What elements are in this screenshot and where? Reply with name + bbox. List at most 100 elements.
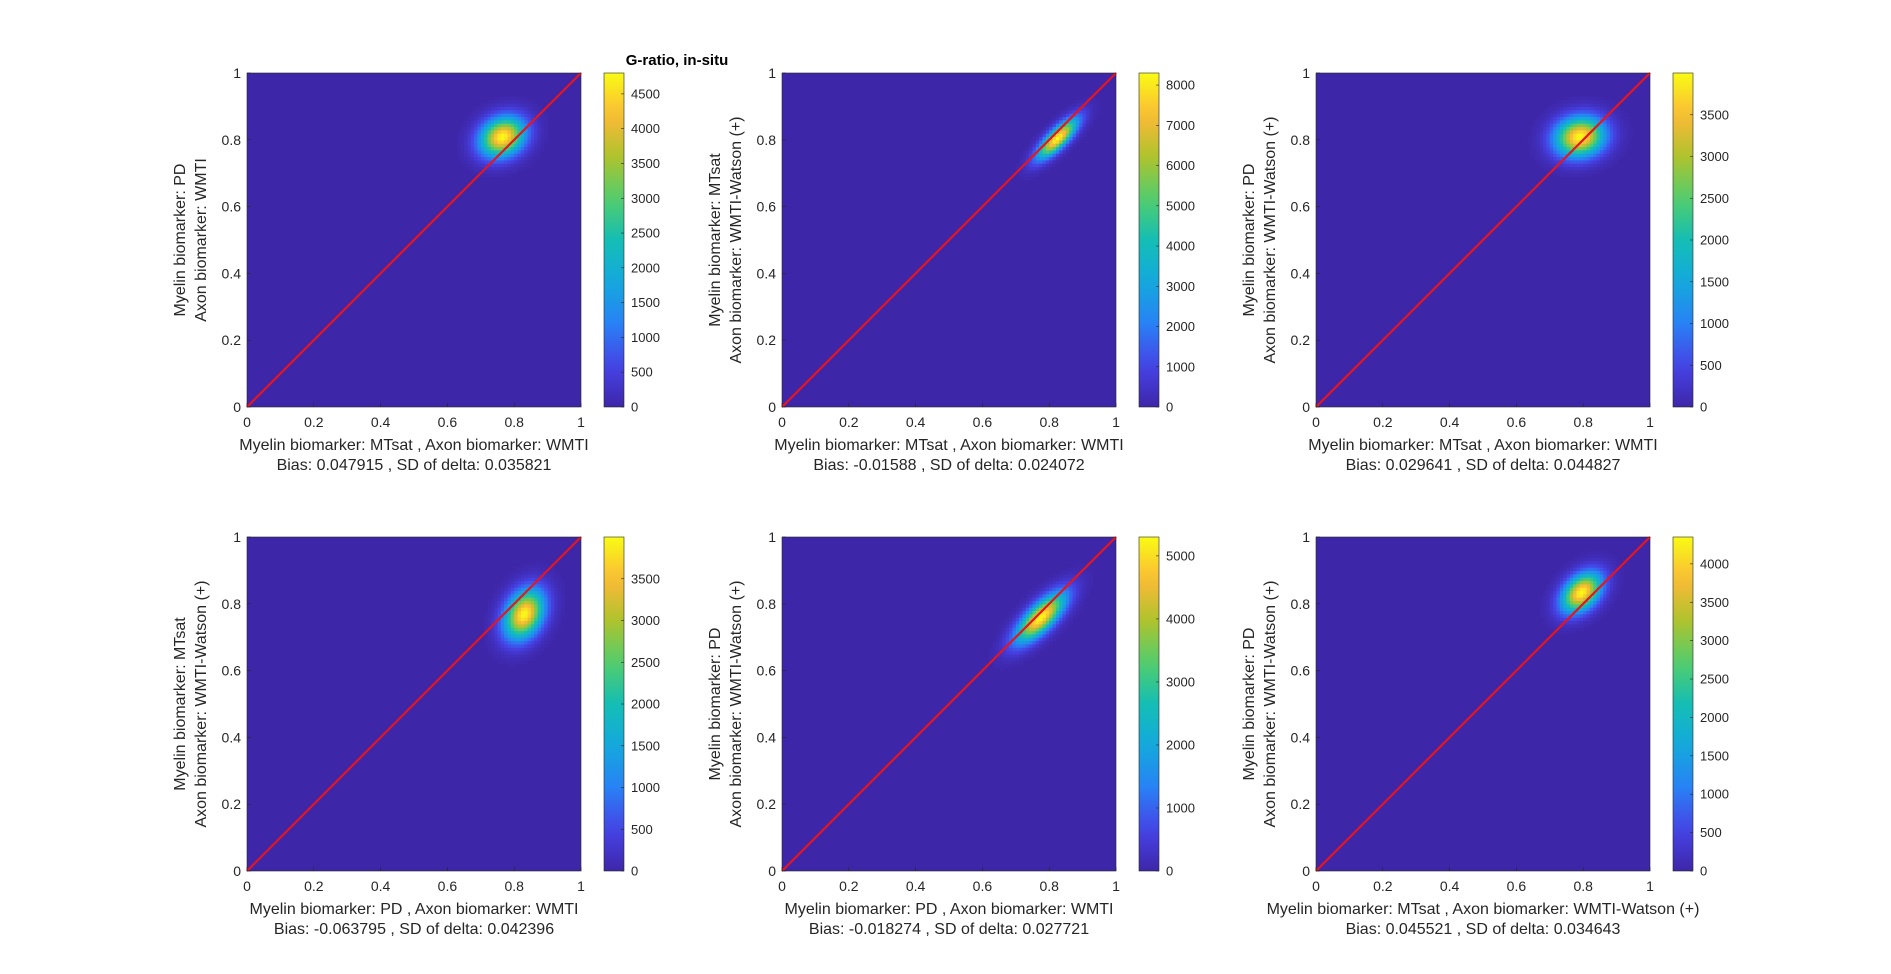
density-cell (1032, 627, 1037, 632)
axes-box (246, 536, 582, 872)
density-cell (497, 657, 502, 662)
density-cell (1596, 603, 1601, 608)
density-cell (1069, 593, 1074, 598)
density-cell (504, 633, 509, 638)
density-cell (530, 653, 535, 658)
density-cell (1619, 109, 1624, 114)
density-cell (1596, 169, 1601, 174)
density-cell (1546, 136, 1551, 141)
density-cell (1085, 126, 1090, 131)
density-cell (504, 166, 509, 171)
density-cell (507, 650, 512, 655)
density-cell (1559, 577, 1564, 582)
density-cell (540, 116, 545, 121)
density-cell (1596, 573, 1601, 578)
density-cell (1069, 567, 1074, 571)
density-cell (1032, 610, 1037, 615)
density-cell (1533, 133, 1538, 138)
density-cell (510, 133, 515, 138)
density-cell (1616, 136, 1621, 141)
density-cell (1075, 590, 1080, 595)
density-cell (1042, 590, 1047, 595)
density-cell (487, 153, 492, 158)
density-cell (1573, 597, 1578, 602)
density-cell (1085, 96, 1090, 101)
density-cell (1619, 113, 1624, 118)
density-cell (504, 607, 509, 612)
density-cell (487, 166, 492, 171)
density-cell (517, 159, 522, 164)
density-cell (460, 129, 465, 134)
density-cell (494, 597, 499, 602)
density-cell (557, 593, 562, 598)
density-cell (1062, 603, 1067, 608)
density-cell (1586, 560, 1591, 565)
density-cell (1539, 143, 1544, 148)
density-cell (537, 109, 542, 114)
density-cell (1609, 587, 1614, 592)
density-cell (490, 129, 495, 134)
x-tick-label: 0.8 (1573, 414, 1593, 430)
density-cell (1566, 627, 1571, 632)
colorbar-gradient (1672, 536, 1694, 872)
density-cell (1569, 109, 1574, 114)
density-cell (1543, 123, 1548, 128)
density-cell (1015, 653, 1020, 658)
density-cell (490, 620, 495, 625)
density-cell (1045, 633, 1050, 638)
density-cell (1029, 613, 1034, 618)
density-cell (1559, 607, 1564, 612)
density-cell (540, 567, 545, 571)
density-cell (1566, 583, 1571, 588)
density-cell (517, 109, 522, 114)
density-cell (1596, 159, 1601, 164)
density-cell (1089, 99, 1094, 104)
density-cell (1042, 129, 1047, 134)
density-cell (1039, 169, 1044, 174)
density-cell (1546, 139, 1551, 144)
density-cell (520, 613, 525, 618)
density-cell (1546, 146, 1551, 151)
density-cell (544, 633, 549, 638)
density-cell (1616, 129, 1621, 134)
density-cell (520, 96, 525, 101)
density-cell (1546, 597, 1551, 602)
density-cell (557, 580, 562, 585)
density-cell (1539, 613, 1544, 618)
density-cell (1065, 146, 1070, 151)
density-cell (1539, 600, 1544, 605)
density-cell (1049, 603, 1054, 608)
density-cell (557, 603, 562, 608)
identity-line (246, 536, 582, 872)
density-cell (1626, 139, 1631, 144)
density-cell (1583, 613, 1588, 618)
density-cell (1549, 119, 1554, 124)
density-cell (540, 600, 545, 605)
x-tick-label: 0 (243, 878, 251, 894)
density-cell (1002, 633, 1007, 638)
density-cell (1559, 109, 1564, 114)
density-cell (1579, 560, 1584, 565)
density-cell (1589, 136, 1594, 141)
density-cell (1092, 113, 1097, 118)
density-cell (464, 149, 469, 154)
density-cell (1015, 657, 1020, 662)
x-tick-label: 0.2 (304, 878, 324, 894)
density-cell (1553, 617, 1558, 622)
density-cell (557, 577, 562, 582)
density-cell (520, 103, 525, 107)
density-cell (1583, 590, 1588, 595)
density-cell (1556, 583, 1561, 588)
density-cell (1032, 593, 1037, 598)
density-cell (1025, 657, 1030, 662)
density-cell (1559, 156, 1564, 161)
density-cell (1082, 580, 1087, 585)
density-cell (480, 116, 485, 121)
density-cell (494, 136, 499, 141)
density-cell (1593, 580, 1598, 585)
density-cell (1629, 133, 1634, 138)
density-cell (474, 136, 479, 141)
density-cell (1069, 109, 1074, 114)
density-cell (1589, 557, 1594, 561)
density-cell (1599, 610, 1604, 615)
